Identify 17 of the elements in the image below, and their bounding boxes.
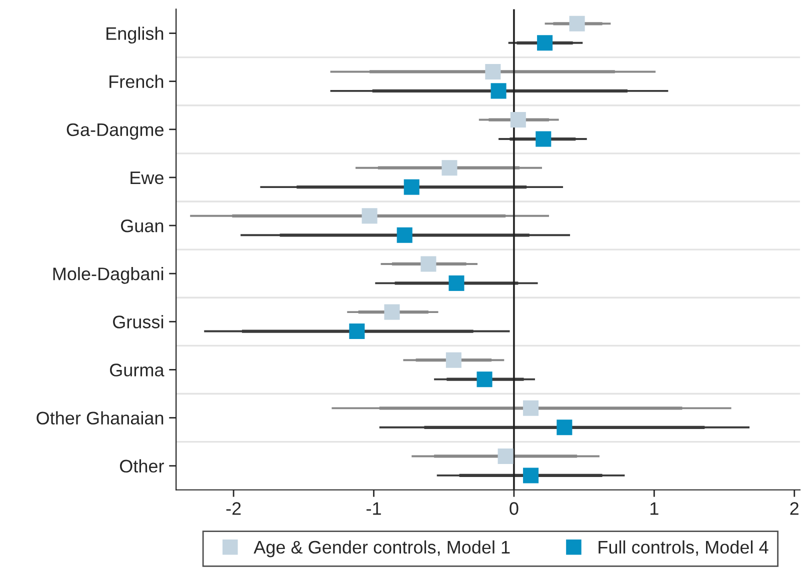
y-tick-label: Gurma	[110, 364, 164, 376]
x-tick-label: 1	[650, 502, 658, 515]
x-tick-label: 2	[790, 502, 798, 515]
y-tick-label: Mole-Dagbani	[53, 267, 164, 284]
x-tick-label: -1	[366, 502, 381, 515]
y-tick-label: Other	[120, 459, 164, 473]
legend-label: Full controls, Model 4	[598, 540, 768, 556]
y-tick-label: Ga-Dangme	[66, 123, 164, 140]
y-tick-label: Guan	[121, 219, 164, 232]
x-tick-label: -2	[226, 502, 241, 515]
y-tick-label: English	[106, 26, 164, 44]
y-tick-label: French	[110, 74, 164, 88]
y-tick-label: Ewe	[130, 172, 164, 184]
y-tick-label: Other Ghanaian	[36, 411, 164, 424]
legend-label: Age & Gender controls, Model 1	[254, 540, 510, 558]
x-tick-label: 0	[510, 502, 518, 515]
y-tick-label: Grussi	[113, 315, 164, 328]
